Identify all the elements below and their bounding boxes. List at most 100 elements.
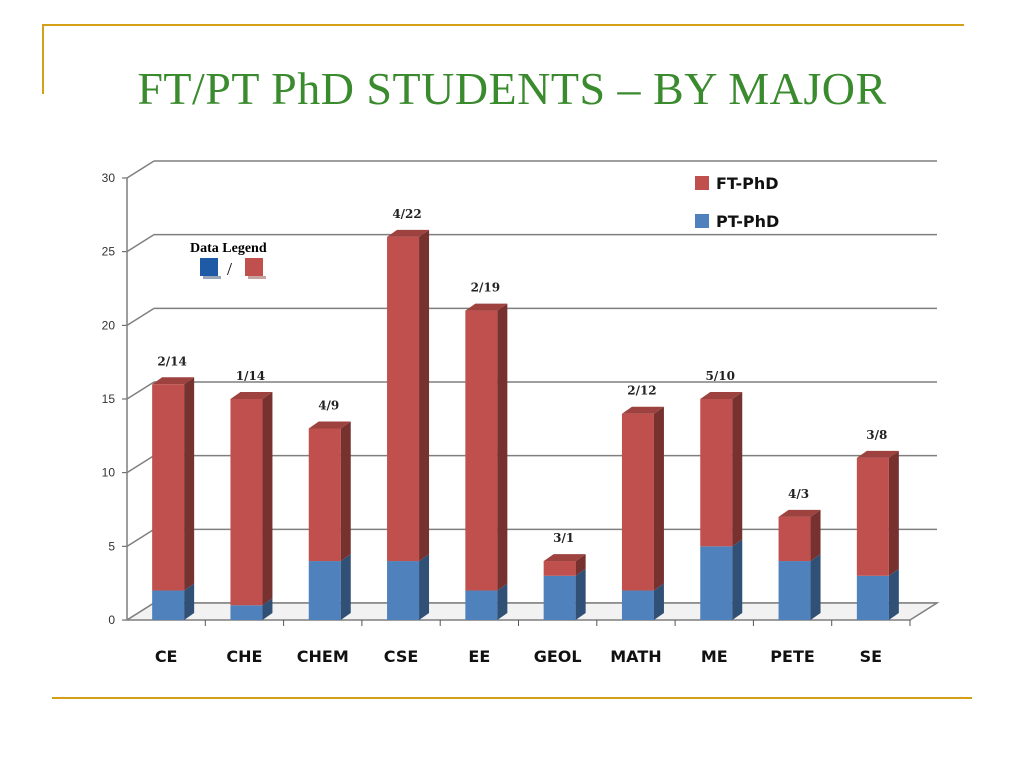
bar-side-ft-phd — [810, 509, 821, 562]
x-category-label: GEOL — [534, 647, 582, 666]
gridline-depth — [126, 307, 155, 326]
gridline-depth — [126, 160, 155, 179]
bar-side-pt-phd — [262, 598, 273, 620]
bar-ft-phd — [387, 236, 420, 562]
data-label: 1/14 — [236, 369, 265, 383]
bottom-rule — [52, 697, 972, 699]
legend-label: FT-PhD — [716, 174, 779, 193]
bar-pt-phd — [152, 590, 185, 620]
bar-ft-phd — [700, 399, 733, 547]
bar-top-ft-phd — [308, 421, 351, 429]
y-tick-label: 5 — [108, 539, 115, 553]
left-rule — [42, 24, 44, 94]
y-tick-label: 0 — [108, 613, 115, 627]
bar-side-pt-phd — [732, 539, 743, 620]
bar-pt-phd — [387, 561, 420, 620]
data-label: 3/8 — [866, 428, 887, 442]
data-legend-separator: / — [227, 259, 232, 279]
data-label: 4/22 — [392, 207, 421, 221]
bar-top-ft-phd — [465, 303, 508, 311]
bar-side-pt-phd — [653, 583, 664, 620]
bar-pt-phd — [621, 590, 654, 620]
gridline-depth — [126, 528, 155, 547]
pt-swatch-note — [200, 258, 218, 276]
x-category-label: PETE — [770, 647, 815, 666]
y-tick-label: 10 — [102, 466, 116, 480]
slide-title: FT/PT PhD STUDENTS – BY MAJOR — [137, 63, 887, 114]
bar-side-ft-phd — [419, 229, 430, 562]
chart-legend: FT-PhD PT-PhD — [695, 174, 779, 231]
x-category-label: CHEM — [297, 647, 349, 666]
y-axis-ticks: 0 5 10 15 20 25 30 — [102, 171, 116, 627]
x-category-label: SE — [860, 647, 882, 666]
top-rule — [42, 24, 964, 26]
bar-ft-phd — [308, 428, 341, 562]
y-tick-label: 20 — [102, 318, 116, 332]
bar-ft-phd — [856, 457, 889, 576]
bar-side-pt-phd — [888, 568, 899, 620]
data-labels: 2/14 1/14 4/9 4/22 2/19 3/1 2/12 5/10 4/3 3/8 — [157, 207, 887, 545]
x-category-label: CSE — [384, 647, 419, 666]
bar-side-ft-phd — [575, 554, 586, 576]
data-label: 2/14 — [157, 354, 186, 368]
bar-pt-phd — [543, 575, 576, 620]
bar-top-ft-phd — [152, 377, 195, 385]
x-category-label: ME — [701, 647, 728, 666]
bar-side-ft-phd — [888, 450, 899, 576]
bar-side-ft-phd — [653, 406, 664, 591]
x-category-label: MATH — [610, 647, 661, 666]
gridline-depth — [126, 234, 155, 253]
bar-pt-phd — [465, 590, 498, 620]
bar-side-ft-phd — [340, 421, 351, 562]
bar-side-pt-phd — [497, 583, 508, 620]
bar-pt-phd — [778, 561, 811, 620]
x-category-label: EE — [468, 647, 490, 666]
bar-top-ft-phd — [387, 229, 430, 237]
x-category-label: CHE — [226, 647, 262, 666]
data-label: 4/3 — [788, 487, 809, 501]
bar-pt-phd — [856, 575, 889, 620]
bar-ft-phd — [778, 516, 811, 562]
y-tick-label: 30 — [102, 171, 116, 185]
data-label: 5/10 — [706, 369, 735, 383]
data-label: 2/12 — [627, 384, 656, 398]
bar-ft-phd — [621, 413, 654, 591]
data-legend-note: Data Legend / — [190, 241, 267, 279]
bar-ft-phd — [465, 310, 498, 591]
legend-swatch — [695, 214, 709, 228]
legend-label: PT-PhD — [716, 212, 779, 231]
data-legend-title: Data Legend — [190, 241, 267, 256]
bar-side-pt-phd — [575, 568, 586, 620]
gridline-depth — [126, 381, 155, 400]
bar-top-ft-phd — [700, 392, 743, 399]
bar-top-ft-phd — [621, 406, 664, 414]
legend-swatch — [695, 176, 709, 190]
data-label: 3/1 — [553, 531, 574, 545]
bar-side-ft-phd — [497, 303, 508, 591]
bar-side-pt-phd — [184, 583, 195, 620]
y-tick-label: 15 — [102, 392, 116, 406]
y-tick-label: 25 — [102, 245, 116, 259]
bar-top-ft-phd — [778, 509, 821, 517]
bar-top-ft-phd — [543, 554, 586, 562]
bar-side-ft-phd — [732, 392, 743, 547]
bar-pt-phd — [230, 605, 263, 620]
x-category-label: CE — [155, 647, 178, 666]
bar-ft-phd — [543, 561, 576, 576]
bar-side-ft-phd — [262, 392, 273, 606]
bar-top-ft-phd — [230, 392, 273, 399]
data-label: 4/9 — [318, 398, 339, 412]
ft-swatch-note — [245, 258, 263, 276]
bar-side-pt-phd — [340, 554, 351, 620]
bar-pt-phd — [308, 561, 341, 620]
data-label: 2/19 — [471, 281, 500, 295]
bar-side-pt-phd — [810, 554, 821, 620]
x-axis-labels: CE CHE CHEM CSE EE GEOL MATH ME PETE SE — [155, 647, 882, 666]
bar-top-ft-phd — [856, 450, 899, 458]
ft-swatch-shadow — [248, 276, 266, 279]
gridline-depth — [126, 455, 155, 474]
bar-ft-phd — [230, 399, 263, 606]
pt-swatch-shadow — [203, 276, 221, 279]
bar-side-pt-phd — [419, 554, 430, 620]
